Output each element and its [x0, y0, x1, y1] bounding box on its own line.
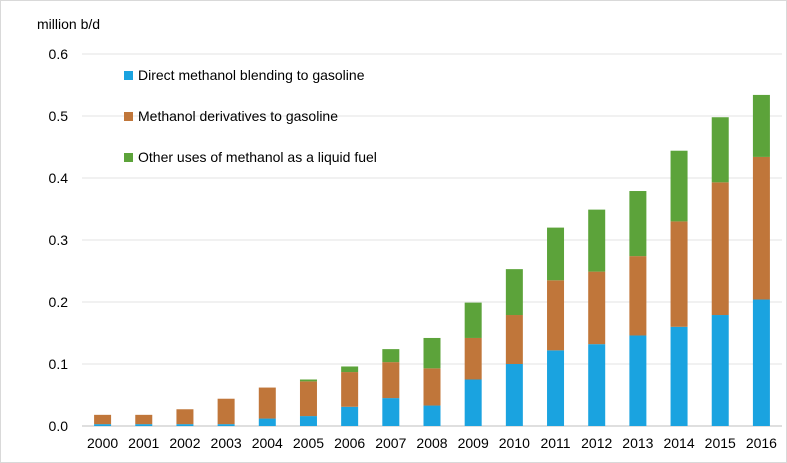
bar-segment: [505, 315, 523, 364]
x-tick-label: 2006: [334, 435, 365, 451]
x-tick-label: 2013: [622, 435, 653, 451]
bar-segment: [505, 364, 523, 426]
bar-segment: [176, 424, 194, 426]
bar-segment: [299, 379, 317, 382]
bar-segment: [135, 424, 153, 426]
x-tick-label: 2005: [293, 435, 324, 451]
bar-segment: [217, 424, 235, 426]
x-tick-label: 2016: [746, 435, 777, 451]
bar-segment: [258, 418, 276, 426]
y-axis-unit-label: million b/d: [37, 16, 101, 32]
bar-segment: [670, 326, 688, 426]
bar-segment: [382, 349, 400, 363]
x-tick-label: 2011: [540, 435, 570, 451]
legend-label: Other uses of methanol as a liquid fuel: [138, 149, 377, 165]
bar-segment: [299, 381, 317, 417]
x-axis-tick-labels: 2000 2001 2002 2003 2004 2005 2006 2007 2008 2009…: [87, 435, 777, 451]
bar-segment: [423, 405, 441, 426]
bar-segment: [629, 256, 647, 336]
x-tick-label: 2014: [663, 435, 694, 451]
bar-segment: [382, 398, 400, 426]
legend-label: Methanol derivatives to gasoline: [138, 108, 338, 124]
bar-segment: [464, 379, 482, 426]
x-tick-label: 2008: [416, 435, 447, 451]
x-tick-label: 2007: [375, 435, 406, 451]
bar-segment: [341, 372, 359, 407]
x-tick-label: 2009: [458, 435, 489, 451]
legend-swatch: [124, 153, 133, 162]
bars: [94, 94, 770, 426]
y-tick-label: 0.4: [49, 170, 69, 186]
bar-segment: [299, 416, 317, 426]
bar-segment: [341, 406, 359, 426]
x-tick-label: 2015: [705, 435, 736, 451]
bar-segment: [176, 409, 194, 425]
y-tick-label: 0.6: [49, 46, 69, 62]
x-tick-label: 2001: [128, 435, 159, 451]
bar-segment: [464, 302, 482, 338]
x-tick-label: 2012: [581, 435, 612, 451]
bar-segment: [94, 424, 112, 426]
bar-segment: [670, 150, 688, 222]
bar-segment: [752, 299, 770, 426]
legend-swatch: [124, 71, 133, 80]
bar-segment: [505, 269, 523, 316]
x-tick-label: 2000: [87, 435, 118, 451]
bar-segment: [217, 398, 235, 425]
bar-segment: [752, 156, 770, 300]
bar-segment: [258, 387, 276, 419]
bar-segment: [588, 271, 606, 345]
bar-segment: [711, 182, 729, 316]
bar-segment: [629, 191, 647, 257]
legend-swatch: [124, 112, 133, 121]
y-tick-label: 0.1: [49, 356, 69, 372]
y-tick-label: 0.0: [49, 418, 69, 434]
bar-segment: [423, 368, 441, 406]
bar-segment: [588, 344, 606, 426]
bar-segment: [341, 366, 359, 373]
bar-segment: [464, 337, 482, 380]
bar-segment: [382, 362, 400, 399]
bar-segment: [588, 209, 606, 272]
x-tick-label: 2004: [252, 435, 283, 451]
y-tick-label: 0.3: [49, 232, 69, 248]
bar-segment: [135, 414, 153, 425]
bar-segment: [629, 335, 647, 426]
bar-segment: [547, 350, 565, 426]
bar-segment: [670, 221, 688, 327]
x-tick-label: 2010: [499, 435, 530, 451]
bar-segment: [752, 94, 770, 157]
bar-segment: [547, 280, 565, 351]
y-axis-tick-labels: 0.0 0.1 0.2 0.3 0.4 0.5 0.6: [49, 46, 69, 434]
y-tick-label: 0.5: [49, 108, 69, 124]
bar-segment: [94, 414, 112, 425]
legend: Direct methanol blending to gasoline Meth…: [124, 67, 377, 165]
y-tick-label: 0.2: [49, 294, 69, 310]
legend-label: Direct methanol blending to gasoline: [138, 67, 365, 83]
bar-segment: [711, 117, 729, 183]
bar-segment: [547, 227, 565, 281]
bar-segment: [423, 337, 441, 369]
bar-segment: [711, 315, 729, 426]
x-tick-label: 2002: [169, 435, 200, 451]
x-tick-label: 2003: [211, 435, 242, 451]
